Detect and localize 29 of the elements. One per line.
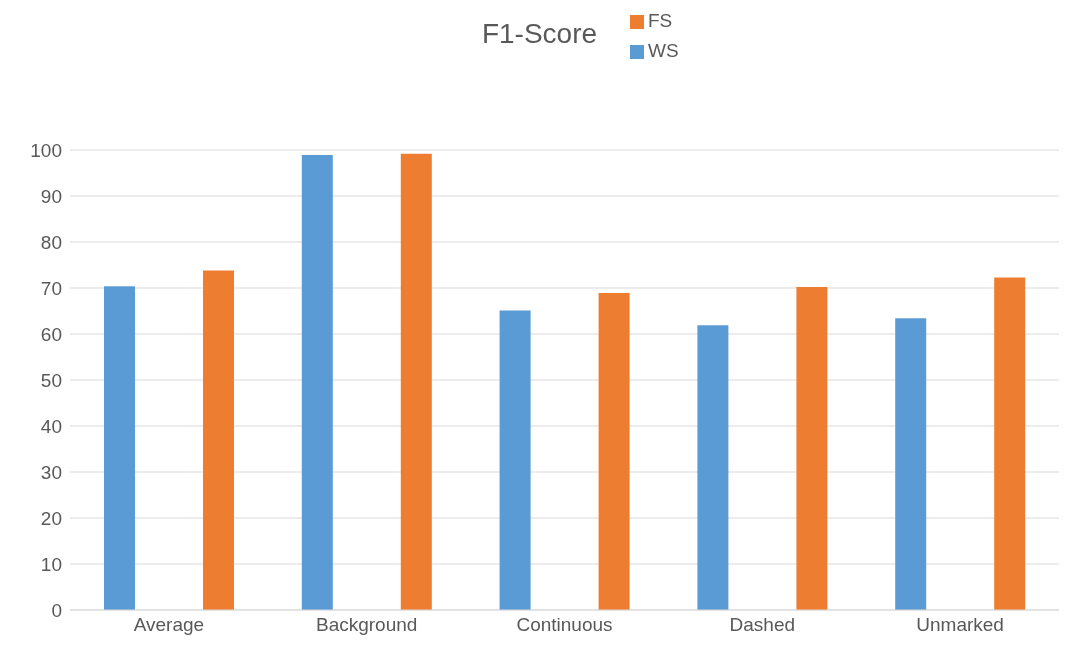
y-tick-label: 90 [40,185,62,207]
y-tick-label: 70 [40,277,62,299]
x-tick-label: Continuous [516,614,613,636]
legend-label: WS [648,40,679,61]
bar [598,293,630,610]
x-tick-label: Background [316,614,418,636]
x-tick-label: Dashed [729,614,796,636]
y-tick-label: 40 [40,415,62,437]
y-tick-label: 80 [40,231,62,253]
bar [301,155,333,610]
y-tick-label: 100 [30,139,62,161]
bar [400,153,432,610]
x-tick-label: Average [133,614,205,636]
bar [994,277,1026,610]
bar [499,310,531,610]
y-tick-label: 10 [40,553,62,575]
chart-title: F1-Score [481,18,598,49]
bar [104,286,135,610]
bar [796,287,828,610]
y-tick-label: 60 [40,323,62,345]
bar [203,270,234,610]
y-tick-label: 50 [40,369,62,391]
x-tick-label: Unmarked [916,614,1004,636]
legend-label: FS [648,10,673,31]
y-tick-label: 20 [40,507,62,529]
y-tick-label: 0 [51,599,62,621]
bar [895,318,927,610]
bar [697,325,729,610]
y-tick-label: 30 [40,461,62,483]
